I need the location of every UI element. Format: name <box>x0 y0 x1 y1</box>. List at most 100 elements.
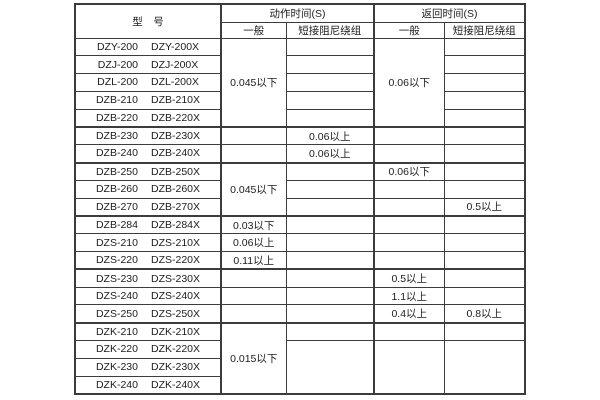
header-return-damped-winding: 短接阻尼绕组 <box>443 21 526 39</box>
model-label: DZK-240X <box>150 378 201 391</box>
action-damped-cell <box>285 321 375 342</box>
model-pair: DZS-240 DZS-240X <box>76 290 220 302</box>
model-pair: DZK-230 DZK-230X <box>76 361 220 373</box>
return-damped-cell <box>443 321 526 342</box>
return-damped-cell <box>443 340 526 395</box>
return-damped-cell <box>443 37 526 57</box>
model-label: DZS-240X <box>150 290 201 303</box>
model-label: DZB-230X <box>150 130 201 143</box>
model-cell: DZB-270 DZB-270X <box>74 197 222 217</box>
model-label: DZK-220X <box>150 343 201 356</box>
model-cell: DZB-240 DZB-240X <box>74 144 222 164</box>
model-label: DZB-240X <box>150 147 201 160</box>
model-pair: DZB-270 DZB-270X <box>76 201 220 213</box>
model-cell: DZK-230 DZK-230X <box>74 357 222 377</box>
model-cell: DZS-250 DZS-250X <box>74 304 222 324</box>
model-pair: DZK-240 DZK-240X <box>76 379 220 391</box>
action-general-cell <box>220 125 287 146</box>
action-general-cell: 0.11以上 <box>220 251 287 270</box>
return-damped-cell <box>443 90 526 110</box>
table-row: DZK-230 DZK-230X <box>74 357 525 377</box>
model-pair: DZB-260 DZB-260X <box>76 183 220 195</box>
model-label: DZJ-200X <box>151 58 199 71</box>
model-label: DZK-230X <box>150 361 201 374</box>
action-damped-cell <box>285 233 375 253</box>
action-damped-cell <box>285 251 375 270</box>
table-row: DZL-200 DZL-200X <box>74 73 526 92</box>
model-label: DZS-220X <box>150 254 201 267</box>
return-damped-cell <box>443 55 526 75</box>
model-cell: DZK-220 DZK-220X <box>74 340 222 359</box>
action-damped-cell <box>285 73 375 92</box>
model-label: DZK-210 <box>95 325 138 338</box>
table-row: DZS-230 DZS-230X 0.5以上 <box>74 268 526 288</box>
return-general-cell: 0.06以下 <box>373 37 445 128</box>
model-pair: DZS-210 DZS-210X <box>76 237 220 249</box>
model-cell: DZB-210 DZB-210X <box>74 90 222 110</box>
action-damped-cell: 0.06以上 <box>285 125 375 146</box>
table-row: DZB-260 DZB-260X <box>74 179 526 199</box>
model-pair: DZL-200 DZL-200X <box>76 76 220 88</box>
model-label: DZB-210 <box>95 94 138 107</box>
model-label: DZL-200 <box>97 76 138 89</box>
header-action-damped-winding: 短接阻尼绕组 <box>285 21 375 39</box>
model-cell: DZB-250 DZB-250X <box>74 161 222 181</box>
return-damped-cell: 0.5以上 <box>443 197 526 217</box>
return-general-cell <box>373 321 445 342</box>
table-row: DZB-240 DZB-240X 0.06以上 <box>74 144 526 164</box>
action-damped-cell <box>285 161 375 181</box>
action-damped-cell <box>285 304 375 324</box>
model-cell: DZS-210 DZS-210X <box>74 233 222 253</box>
header-return-general: 一般 <box>373 21 445 39</box>
model-pair: DZB-210 DZB-210X <box>76 94 220 106</box>
return-damped-cell <box>443 125 526 146</box>
table-row: DZJ-200 DZJ-200X <box>74 55 526 75</box>
return-damped-cell <box>443 161 526 181</box>
model-pair: DZS-230 DZS-230X <box>76 273 220 285</box>
model-pair: DZS-220 DZS-220X <box>76 254 220 266</box>
action-damped-cell <box>285 268 375 288</box>
model-pair: DZK-210 DZK-210X <box>76 326 220 338</box>
return-general-cell: 0.5以上 <box>373 268 445 288</box>
action-general-cell: 0.045以下 <box>220 37 287 128</box>
action-damped-cell <box>285 197 375 217</box>
model-cell: DZB-260 DZB-260X <box>74 179 222 199</box>
model-label: DZB-284X <box>150 219 201 232</box>
return-damped-cell <box>443 286 526 306</box>
action-general-cell: 0.015以下 <box>220 321 287 395</box>
model-label: DZS-220 <box>95 254 138 267</box>
action-damped-cell <box>285 108 375 128</box>
table-row: DZB-230 DZB-230X 0.06以上 <box>74 125 526 146</box>
model-label: DZB-284 <box>95 219 138 232</box>
return-damped-cell <box>443 144 526 164</box>
model-label: DZK-230 <box>95 361 138 374</box>
return-general-cell <box>373 179 445 199</box>
table-row: DZB-220 DZB-220X <box>74 108 526 128</box>
model-label: DZB-220 <box>95 111 138 124</box>
table-row: DZY-200 DZY-200X 0.045以下 0.06以下 <box>74 37 526 128</box>
model-label: DZS-250 <box>95 307 138 320</box>
action-damped-cell <box>285 90 375 110</box>
model-label: DZB-240 <box>95 147 138 160</box>
table-header: 型 号 动作时间(S) 返回时间(S) 一般 短接阻尼绕组 一般 短接阻尼绕组 <box>74 3 526 39</box>
model-cell: DZB-220 DZB-220X <box>74 108 222 128</box>
model-cell: DZS-220 DZS-220X <box>74 251 222 270</box>
model-pair: DZB-230 DZB-230X <box>76 130 220 142</box>
model-pair: DZB-284 DZB-284X <box>76 219 220 231</box>
model-label: DZK-240 <box>95 378 138 391</box>
model-cell: DZB-284 DZB-284X <box>74 214 222 235</box>
return-general-cell <box>373 233 445 253</box>
table-row: DZB-284 DZB-284X 0.03以下 <box>74 214 526 235</box>
return-damped-cell <box>443 233 526 253</box>
action-damped-cell <box>285 55 375 75</box>
header-return-time: 返回时间(S) <box>373 3 526 23</box>
model-pair: DZK-220 DZK-220X <box>76 343 220 355</box>
model-label: DZY-200X <box>151 40 200 53</box>
table-row: DZB-250 DZB-250X 0.045以下 0.06以下 <box>74 161 526 217</box>
model-label: DZS-230 <box>95 272 138 285</box>
model-label: DZK-210X <box>150 325 201 338</box>
model-label: DZB-220X <box>150 111 201 124</box>
model-label: DZB-260 <box>95 183 138 196</box>
model-label: DZB-270 <box>95 200 138 213</box>
